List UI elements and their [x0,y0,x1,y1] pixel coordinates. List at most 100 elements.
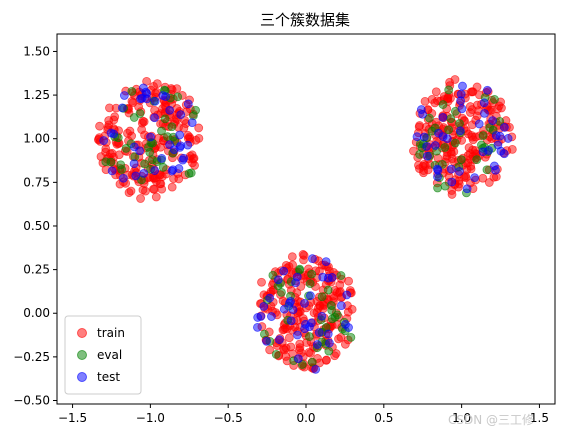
point-test [311,364,321,374]
point-train [322,355,331,365]
legend-label-test: test [97,370,120,384]
point-train [334,334,343,344]
point-eval [158,162,168,172]
point-test [286,316,296,326]
point-test [253,322,262,332]
point-eval [440,143,450,152]
point-test [490,161,499,171]
point-train [464,143,474,153]
point-test [327,273,337,282]
point-test [279,304,289,314]
point-test [139,168,149,178]
point-test [321,257,331,267]
point-train [149,82,158,91]
point-train [169,174,178,184]
point-test [294,354,303,363]
point-test [165,105,175,115]
point-test [305,291,315,301]
point-test [265,293,275,303]
x-tick-label: −1.5 [58,411,87,425]
point-train [443,93,453,103]
point-eval [307,357,317,367]
point-test [267,312,276,321]
point-eval [444,85,454,95]
point-test [480,108,489,118]
point-train [447,186,457,195]
point-train [430,98,440,108]
point-eval [271,350,281,359]
point-train [331,349,341,358]
point-test [292,272,302,282]
legend-label-eval: eval [97,348,122,362]
point-train [194,123,204,133]
point-eval [433,183,442,193]
point-test [300,324,310,334]
point-test [478,147,488,157]
point-test [500,123,509,132]
legend-label-train: train [97,326,125,340]
point-test [253,313,263,322]
point-eval [305,279,315,289]
point-test [293,330,302,340]
point-eval [106,157,116,167]
point-test [457,104,467,114]
point-test [175,130,185,140]
point-test [150,166,160,175]
point-test [479,98,489,108]
y-tick-label: 1.00 [23,132,50,146]
point-test [474,119,484,129]
point-eval [332,310,342,320]
point-test [119,91,129,100]
point-test [178,155,188,165]
point-train [141,186,150,196]
point-test [342,290,352,300]
point-train [172,84,182,94]
point-test [306,318,316,328]
point-train [125,126,135,136]
point-train [295,343,305,353]
point-eval [446,114,456,124]
point-train [493,104,502,114]
point-train [95,121,104,131]
y-tick-label: −0.25 [13,350,50,364]
point-train [287,252,297,262]
point-test [106,128,116,138]
point-train [288,260,297,270]
y-tick-label: 0.00 [23,306,50,320]
point-test [496,146,506,156]
point-test [138,83,148,93]
legend-marker-test [77,372,87,382]
point-test [422,141,432,151]
point-test [275,335,284,345]
point-test [131,171,141,181]
point-test [491,131,501,140]
point-test [307,254,317,264]
y-tick-label: 1.50 [23,44,50,58]
point-train [279,344,288,354]
point-eval [478,131,488,141]
point-train [420,96,430,106]
point-eval [415,150,424,159]
legend-marker-train [77,328,87,338]
point-eval [317,292,327,302]
point-eval [305,332,314,341]
point-test [150,113,160,123]
point-test [447,177,457,187]
x-tick-label: 0.5 [374,411,393,425]
point-test [273,275,283,285]
point-test [438,112,448,122]
legend: train eval test [64,315,142,395]
point-test [455,167,464,176]
point-eval [147,155,157,165]
point-test [262,336,271,346]
point-test [430,141,440,150]
x-tick-label: 1.5 [530,411,549,425]
point-test [99,136,109,145]
point-train [109,115,119,125]
point-test [259,302,269,311]
point-test [174,164,184,173]
point-eval [140,159,150,169]
point-test [419,132,429,142]
point-test [462,184,472,194]
